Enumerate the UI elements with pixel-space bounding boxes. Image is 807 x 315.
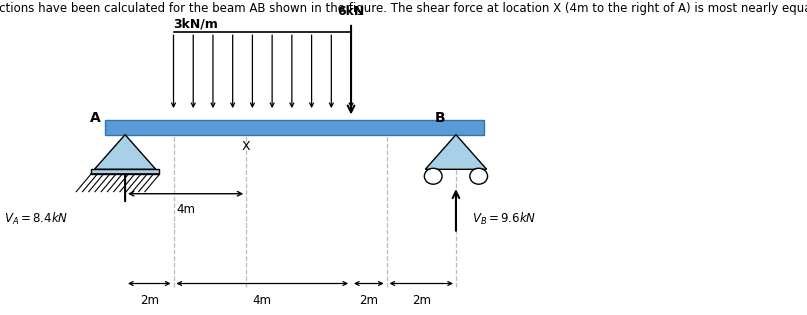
Text: X: X [242,140,250,153]
Text: 2m: 2m [359,294,378,307]
Text: A: A [90,111,101,125]
Text: 3kN/m: 3kN/m [174,17,219,30]
Ellipse shape [470,168,487,184]
Text: B: B [434,111,445,125]
Polygon shape [94,135,156,169]
Text: 4m: 4m [253,294,272,307]
Ellipse shape [424,168,442,184]
FancyBboxPatch shape [105,120,484,135]
Text: $V_A = 8.4kN$: $V_A = 8.4kN$ [4,211,69,227]
Text: $V_B = 9.6kN$: $V_B = 9.6kN$ [472,211,537,227]
Bar [90,169,159,175]
Text: 6kN: 6kN [337,5,365,18]
Text: 2m: 2m [140,294,159,307]
Text: Reactions have been calculated for the beam AB shown in the figure. The shear fo: Reactions have been calculated for the b… [0,2,807,14]
Text: 4m: 4m [176,203,195,216]
Text: 2m: 2m [412,294,431,307]
Polygon shape [425,135,487,169]
